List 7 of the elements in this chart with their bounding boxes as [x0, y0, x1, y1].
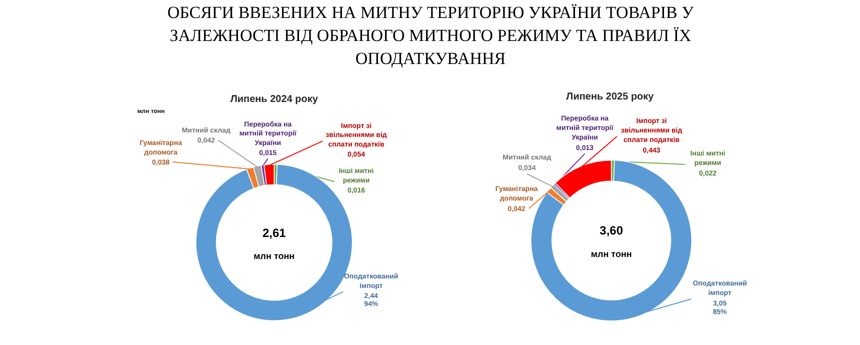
text: млн тонн: [254, 250, 295, 261]
text: 3,60: [600, 224, 624, 238]
chart-title: Липень 2025 року: [566, 92, 654, 103]
text: млн тонн: [590, 249, 632, 260]
text: ОБСЯГИ ВВЕЗЕНИХ НА МИТНУ ТЕРИТОРІЮ УКРАЇНИ ТОВАРІВ У ЗАЛЕЖНОСТІ ВІД ОБРАНОГО МИТНОГО РЕЖИМУ ТА ПРАВИЛ ЇХ ОПОДАТКУВАННЯ: [167, 3, 695, 68]
text: 2,61: [262, 226, 286, 240]
chart-title: Липень 2024 року: [230, 94, 318, 106]
